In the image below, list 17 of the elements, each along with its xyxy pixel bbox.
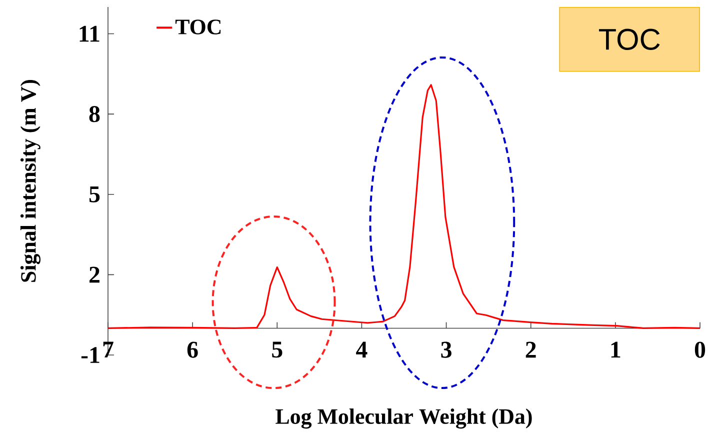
x-tick-label: 6 bbox=[187, 342, 198, 358]
x-tick-label: 2 bbox=[526, 342, 536, 358]
x-tick-label: 5 bbox=[272, 342, 282, 358]
x-tick-label: 4 bbox=[356, 342, 368, 358]
annotation: TOC bbox=[598, 28, 660, 50]
x-tick-label: 0 bbox=[694, 342, 706, 358]
x-axis-title: Log Molecular Weight (Da) bbox=[276, 408, 532, 429]
y-tick-label: 8 bbox=[89, 106, 100, 122]
x-tick-label: 3 bbox=[441, 342, 452, 358]
y-tick-label: 2 bbox=[90, 266, 100, 283]
line-series bbox=[107, 84, 701, 330]
legend-label: TOC bbox=[175, 20, 221, 34]
y-tick-label: 11 bbox=[80, 26, 100, 42]
y-tick-label: -1 bbox=[81, 347, 100, 363]
y-tick-label: 5 bbox=[89, 186, 100, 202]
y-axis-title: Signal intensity (m V) bbox=[20, 80, 40, 282]
x-tick-label: 1 bbox=[611, 342, 620, 358]
